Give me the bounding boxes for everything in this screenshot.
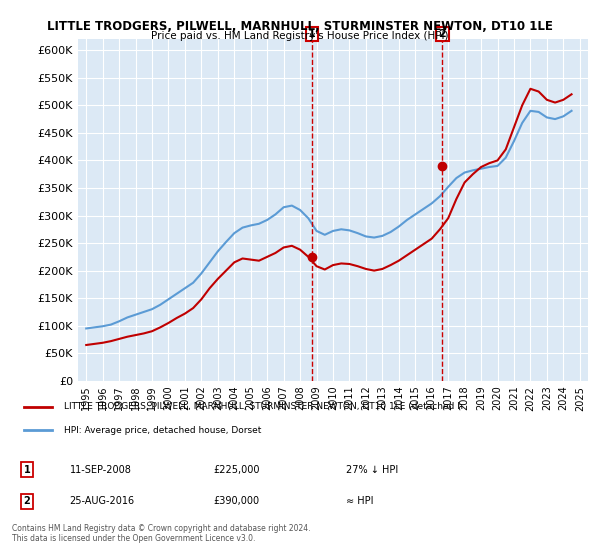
Text: £390,000: £390,000 [214, 496, 260, 506]
Text: HPI: Average price, detached house, Dorset: HPI: Average price, detached house, Dors… [64, 426, 261, 435]
Text: 25-AUG-2016: 25-AUG-2016 [70, 496, 135, 506]
Text: £225,000: £225,000 [214, 465, 260, 475]
Text: 1: 1 [23, 465, 30, 475]
Text: ≈ HPI: ≈ HPI [346, 496, 374, 506]
Text: LITTLE TRODGERS, PILWELL, MARNHULL, STURMINSTER NEWTON, DT10 1LE (detached h: LITTLE TRODGERS, PILWELL, MARNHULL, STUR… [64, 403, 463, 412]
Text: 11-SEP-2008: 11-SEP-2008 [70, 465, 131, 475]
Text: Contains HM Land Registry data © Crown copyright and database right 2024.
This d: Contains HM Land Registry data © Crown c… [12, 524, 311, 543]
Text: 27% ↓ HPI: 27% ↓ HPI [346, 465, 398, 475]
Text: LITTLE TRODGERS, PILWELL, MARNHULL, STURMINSTER NEWTON, DT10 1LE: LITTLE TRODGERS, PILWELL, MARNHULL, STUR… [47, 20, 553, 32]
Text: 1: 1 [308, 29, 316, 39]
Text: 2: 2 [439, 29, 446, 39]
Text: Price paid vs. HM Land Registry's House Price Index (HPI): Price paid vs. HM Land Registry's House … [151, 31, 449, 41]
Text: 2: 2 [23, 496, 30, 506]
